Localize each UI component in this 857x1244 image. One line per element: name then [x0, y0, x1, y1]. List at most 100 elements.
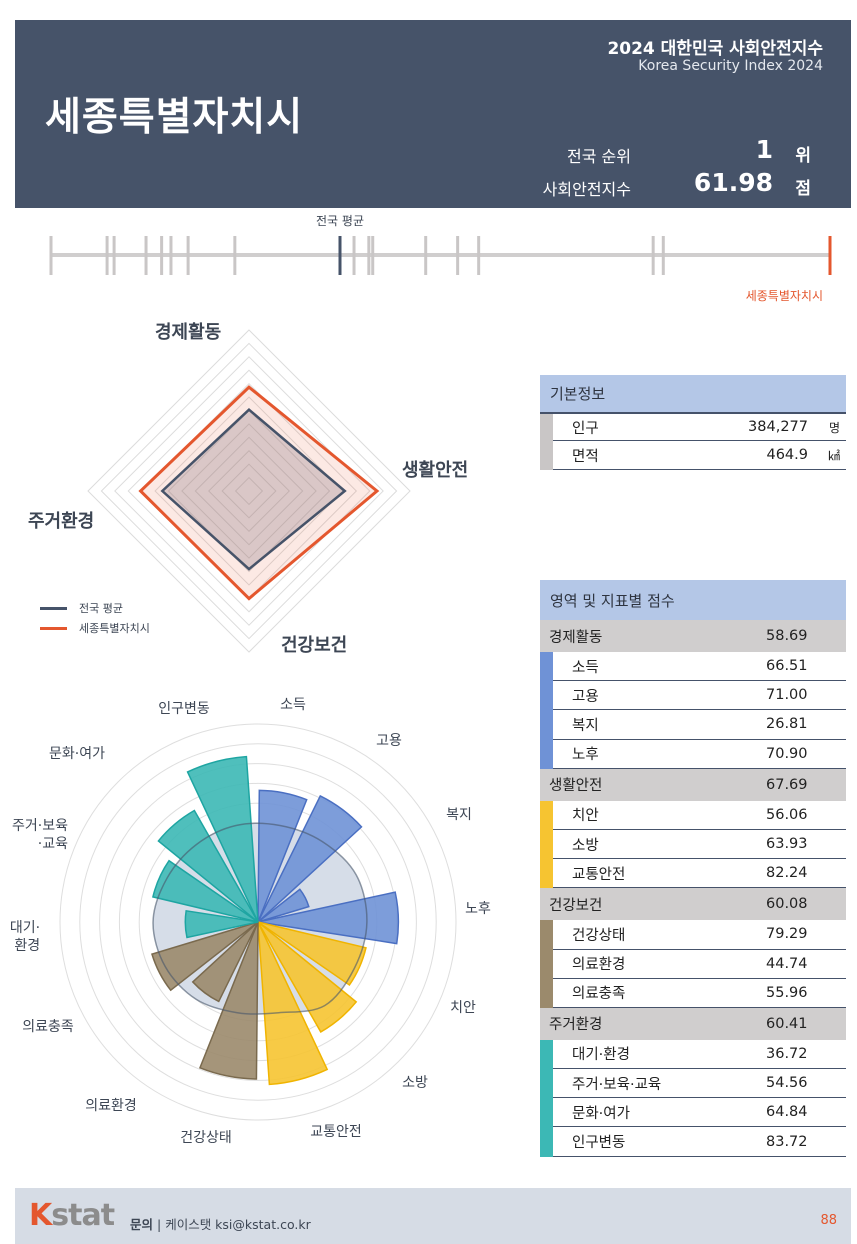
indicator-row: 문화·여가 64.84 [540, 1098, 846, 1128]
indicator-row: 건강상태 79.29 [540, 920, 846, 950]
indicator-name: 주거·보육·교육 [572, 1076, 662, 1093]
indicator-row: 대기·환경 36.72 [540, 1039, 846, 1070]
info-value: 464.9 [766, 447, 808, 463]
category-name: 경제활동 [549, 629, 603, 646]
indicator-name: 고용 [572, 688, 599, 705]
row-marker [540, 978, 553, 1008]
indicator-row: 주거·보육·교육 54.56 [540, 1069, 846, 1099]
category-row: 경제활동 58.69 [540, 620, 846, 652]
radar-legend: 전국 평균 세종특별자치시 [40, 598, 150, 638]
indicator-score: 26.81 [766, 716, 808, 733]
polar-label: 건강상태 [180, 1129, 232, 1147]
row-marker [540, 652, 553, 682]
radar-series-national [160, 408, 347, 571]
indicator-name: 건강상태 [572, 927, 626, 944]
score-unit: 점 [795, 179, 811, 199]
page-number: 88 [820, 1213, 837, 1228]
contact-text: 케이스탯 ksi@kstat.co.kr [165, 1217, 311, 1232]
indicator-row: 노후 70.90 [540, 739, 846, 769]
indicator-score: 44.74 [766, 955, 808, 972]
row-marker [540, 441, 553, 470]
rank-unit: 위 [795, 146, 811, 166]
indicator-row: 의료충족 55.96 [540, 978, 846, 1008]
radar-grid-ring [114, 356, 384, 626]
row-marker [540, 414, 553, 441]
polar-label-line: 소득 [280, 697, 306, 713]
info-label: 면적 [572, 448, 599, 465]
indicator-name: 소득 [572, 659, 599, 676]
score-value: 61.98 [693, 168, 773, 197]
footer: Kstat 문의 | 케이스탯 ksi@kstat.co.kr 88 [15, 1188, 851, 1244]
polar-bar-의료충족 [151, 921, 259, 992]
category-score: 60.41 [766, 1015, 808, 1032]
polar-label-line: 건강상태 [180, 1130, 232, 1146]
radar-grid-ring [234, 476, 264, 506]
polar-bar-chart [59, 723, 457, 1121]
radar-grid-ring [87, 329, 411, 653]
polar-label-line: ·교육 [37, 836, 68, 853]
index-title: 2024 대한민국 사회안전지수 [607, 39, 823, 59]
polar-grid-ring [79, 743, 437, 1101]
row-marker [540, 1098, 553, 1128]
kstat-logo: Kstat [29, 1198, 115, 1233]
indicator-name: 치안 [572, 808, 599, 825]
indicator-name: 의료충족 [572, 986, 626, 1003]
page-title: 세종특별자치시 [45, 95, 304, 140]
basic-info-row: 면적 464.9 ㎢ [540, 441, 846, 470]
region-label: 세종특별자치시 [746, 289, 823, 303]
indicator-score: 70.90 [766, 745, 808, 762]
category-score: 58.69 [766, 628, 808, 644]
polar-bar-대기·환경 [184, 909, 259, 939]
legend-label: 전국 평균 [79, 602, 123, 615]
row-marker [540, 920, 553, 950]
radar-axis-label: 생활안전 [402, 460, 469, 481]
legend-label: 세종특별자치시 [79, 622, 150, 635]
polar-label: 소방 [402, 1074, 428, 1092]
radar-grid-ring [100, 342, 398, 640]
info-unit: 명 [828, 420, 840, 435]
rank-value: 1 [755, 135, 773, 164]
indicator-name: 교통안전 [572, 866, 626, 883]
indicator-name: 소방 [572, 837, 599, 854]
polar-bar-노후 [257, 891, 400, 945]
polar-label-line: 의료충족 [22, 1019, 74, 1035]
radar-grid-ring [194, 436, 304, 546]
row-marker [540, 681, 553, 711]
polar-label: 교통안전 [310, 1123, 362, 1141]
legend-item-region: 세종특별자치시 [40, 618, 150, 638]
row-marker [540, 800, 553, 830]
polar-grid-ring [99, 763, 417, 1081]
legend-item-national: 전국 평균 [40, 598, 150, 618]
polar-label: 소득 [280, 696, 306, 714]
category-score: 60.08 [766, 896, 808, 913]
indicator-score: 63.93 [766, 836, 808, 853]
radar-grid-ring [208, 450, 290, 532]
scores-title: 영역 및 지표별 점수 [540, 580, 846, 620]
polar-bar-치안 [257, 921, 367, 987]
score-label: 사회안전지수 [542, 180, 631, 199]
polar-label-line: 고용 [376, 733, 402, 749]
polar-bar-복지 [257, 888, 310, 923]
contact-info: 문의 | 케이스탯 ksi@kstat.co.kr [130, 1217, 311, 1232]
indicator-score: 66.51 [766, 658, 808, 675]
indicator-name: 인구변동 [572, 1135, 626, 1152]
indicator-score: 71.00 [766, 687, 808, 704]
polar-label-line: 주거·보육 [12, 818, 68, 834]
header-banner: 세종특별자치시 2024 대한민국 사회안전지수 Korea Security … [15, 20, 851, 208]
indicator-row: 복지 26.81 [540, 710, 846, 740]
category-name: 생활안전 [549, 778, 603, 795]
polar-grid-ring [59, 723, 457, 1121]
info-value: 384,277 [748, 419, 808, 435]
polar-bar-의료환경 [191, 921, 259, 1003]
polar-label: 주거·보육 ·교육 [12, 817, 68, 853]
indicator-score: 82.24 [766, 865, 808, 882]
row-marker [540, 1039, 553, 1070]
polar-label: 노후 [465, 900, 491, 918]
index-subtitle: Korea Security Index 2024 [638, 58, 823, 74]
row-marker [540, 739, 553, 769]
radar-grid-ring [154, 396, 344, 586]
radar-grid-ring [221, 463, 277, 519]
polar-label-line: 노후 [465, 901, 491, 917]
indicator-row: 소득 66.51 [540, 652, 846, 682]
polar-label: 문화·여가 [49, 745, 105, 763]
